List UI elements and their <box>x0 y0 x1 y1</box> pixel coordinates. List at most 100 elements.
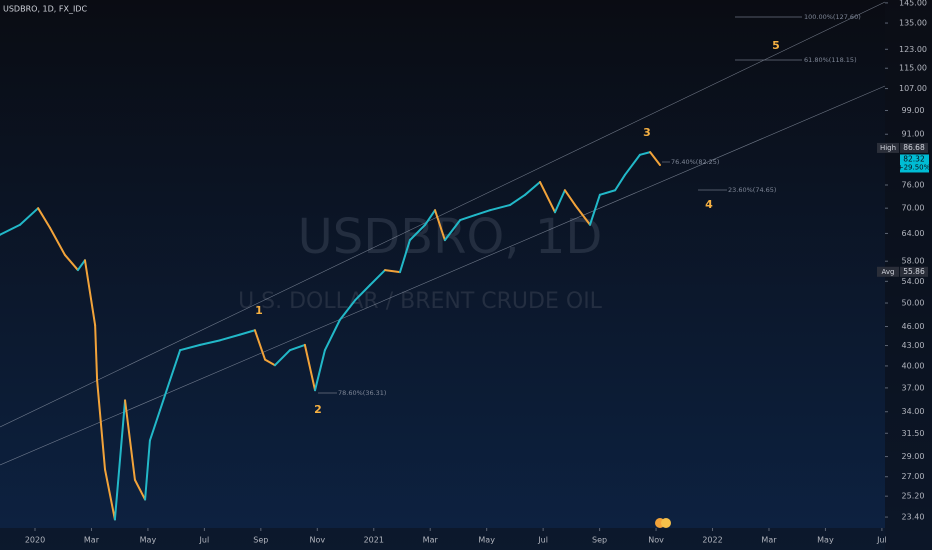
price-segment <box>199 339 221 346</box>
x-tick-label: Mar <box>761 536 777 545</box>
event-icon <box>661 518 671 528</box>
price-segment <box>589 193 601 226</box>
last-price: 82.32 <box>903 154 925 163</box>
high-label: High <box>880 144 896 152</box>
y-tick-label: 99.00 <box>902 106 925 115</box>
price-segment <box>489 203 512 212</box>
price-segment <box>598 189 617 196</box>
price-segment <box>168 349 182 382</box>
y-tick-label: 46.00 <box>902 322 925 331</box>
avg-label: Avg <box>882 268 895 276</box>
price-segment <box>104 468 116 521</box>
price-segment <box>303 343 317 392</box>
price-segment <box>273 349 291 367</box>
y-tick-label: 25.20 <box>902 492 925 501</box>
price-segment <box>424 209 437 226</box>
high-label-box <box>877 142 899 153</box>
price-segment <box>63 253 79 272</box>
y-tick-label: 23.40 <box>902 513 925 522</box>
x-tick-label: Jul <box>199 536 210 545</box>
x-tick-label: 2021 <box>364 536 384 545</box>
chart-title: USDBRO, 1D, FX_IDC <box>3 5 87 14</box>
y-tick-label: 135.00 <box>899 19 927 28</box>
last-change: +29.50% <box>898 163 931 171</box>
price-segment <box>218 333 241 342</box>
price-segment <box>288 343 306 352</box>
price-segment <box>524 181 542 196</box>
x-tick-label: Mar <box>84 536 100 545</box>
x-tick-label: May <box>817 536 834 545</box>
y-tick-label: 64.00 <box>902 229 925 238</box>
price-segment <box>94 324 99 382</box>
watermark: USDBRO, 1D <box>298 209 603 265</box>
price-segment <box>459 214 477 222</box>
price-segment <box>509 193 527 206</box>
y-tick-label: 31.50 <box>902 429 925 438</box>
last-price-box <box>900 154 929 173</box>
price-segment <box>399 239 411 274</box>
price-segment <box>19 207 40 226</box>
fib-label: 100.00%(127.60) <box>804 13 861 21</box>
wave-label: 5 <box>772 39 780 52</box>
price-segment <box>539 181 556 214</box>
y-tick-label: 37.00 <box>902 383 925 392</box>
y-tick-label: 145.00 <box>899 0 927 7</box>
price-segment <box>638 151 652 156</box>
price-segment <box>37 207 51 229</box>
price-segment <box>0 223 22 236</box>
price-segment <box>264 358 276 367</box>
price-segment <box>76 259 86 272</box>
price-segment <box>133 478 147 501</box>
y-tick-label: 50.00 <box>902 299 925 308</box>
price-segment <box>574 203 591 226</box>
price-segment <box>314 349 326 392</box>
price-segment <box>434 209 446 242</box>
price-segment <box>83 259 97 327</box>
x-tick-label: Nov <box>309 536 325 545</box>
x-tick-label: Jul <box>537 536 548 545</box>
wave-label: 1 <box>255 304 263 317</box>
price-segment <box>179 343 202 352</box>
avg-label-box <box>877 266 899 277</box>
fib-label: 76.40%(82.25) <box>671 158 719 166</box>
price-segment <box>614 173 627 192</box>
price-segment <box>148 409 162 442</box>
wave-label: 4 <box>705 198 713 211</box>
y-tick-label: 54.00 <box>902 277 925 286</box>
x-tick-label: Nov <box>648 536 664 545</box>
y-tick-label: 123.00 <box>899 45 927 54</box>
x-tick-label: 2020 <box>25 536 45 545</box>
price-segment <box>563 189 577 206</box>
price-segment <box>338 299 357 321</box>
price-segment <box>124 399 136 481</box>
x-tick-label: May <box>478 536 495 545</box>
x-tick-label: May <box>140 536 157 545</box>
avg-value: 55.86 <box>903 267 925 276</box>
price-segment <box>48 226 66 256</box>
price-segment <box>238 329 256 336</box>
y-tick-label: 70.00 <box>902 204 925 213</box>
price-segment <box>354 284 372 302</box>
y-tick-label: 43.00 <box>902 341 925 350</box>
price-segment <box>159 379 171 412</box>
price-segment <box>384 269 402 274</box>
watermark-subtitle: U.S. DOLLAR / BRENT CRUDE OIL <box>238 289 603 314</box>
fib-label: 78.60%(36.31) <box>338 389 386 397</box>
y-tick-label: 29.00 <box>902 452 925 461</box>
x-tick-label: Sep <box>592 536 607 545</box>
fib-label: 61.80%(118.15) <box>804 56 857 64</box>
x-tick-label: Mar <box>423 536 439 545</box>
y-tick-label: 34.00 <box>902 407 925 416</box>
price-segment <box>369 269 387 287</box>
price-segment <box>96 379 107 471</box>
fib-label: 23.60%(74.65) <box>728 186 776 194</box>
wave-label: 3 <box>643 126 651 139</box>
y-tick-label: 76.00 <box>902 180 925 189</box>
high-box <box>900 142 928 153</box>
price-segment <box>624 153 641 176</box>
x-tick-label: 2022 <box>702 536 722 545</box>
high-value: 86.68 <box>903 143 925 152</box>
y-tick-label: 40.00 <box>902 361 925 370</box>
